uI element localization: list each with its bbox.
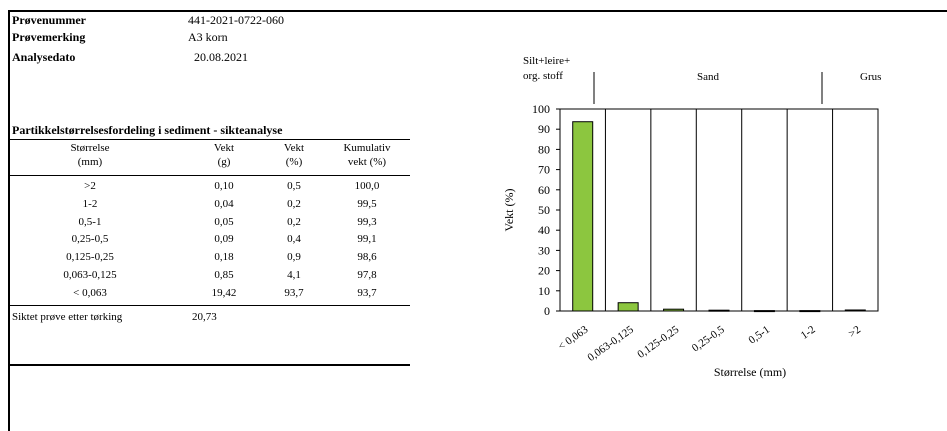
region-label-sand: Sand — [697, 71, 720, 83]
bar — [617, 302, 639, 312]
sample-marking-label: Prøvemerking — [12, 30, 86, 44]
header-weight-pct: Vekt (%) — [283, 142, 305, 168]
summary-label: Siktet prøve etter tørking — [12, 311, 123, 323]
header-weight-g: Vekt (g) — [213, 142, 235, 168]
bar — [708, 309, 730, 312]
table-cell: 0,04 — [214, 197, 234, 210]
table-bottom-rule — [10, 305, 410, 306]
table-cell: 0,063-0,125 — [63, 269, 117, 281]
table-cell: 0,125-0,25 — [66, 251, 114, 264]
table-title: Partikkelstørrelsesfordeling i sediment … — [12, 123, 283, 137]
x-tick-label: 0,125-0,25 — [635, 323, 681, 360]
y-tick-label: 0 — [544, 304, 550, 318]
bar — [844, 309, 866, 312]
table-cell: 0,2 — [287, 197, 301, 210]
table-cell: 1-2 — [82, 197, 98, 210]
table-cell: 93,7 — [357, 286, 377, 299]
table-cell: 4,1 — [287, 269, 301, 281]
plot-area — [559, 108, 879, 312]
y-tick-label: 20 — [538, 264, 550, 278]
y-tick-label: 50 — [538, 203, 550, 217]
table-cell: 0,25-0,5 — [71, 233, 109, 246]
table-cell: < 0,063 — [73, 286, 107, 299]
y-tick-label: 90 — [538, 122, 550, 136]
header-size: Størrelse (mm) — [70, 142, 110, 168]
y-axis-title: Vekt (%) — [502, 189, 516, 232]
y-tick-label: 30 — [538, 243, 550, 257]
table-cell: 0,85 — [214, 269, 234, 281]
table-cell: 93,7 — [284, 286, 304, 299]
table-cell: 0,09 — [214, 233, 234, 246]
table-cell: 0,10 — [214, 180, 234, 192]
table-top-rule — [10, 139, 410, 140]
table-cell: 100,0 — [354, 180, 380, 192]
table-cell: 0,9 — [287, 251, 301, 264]
x-tick-label: 1-2 — [799, 324, 818, 342]
table-cell: 99,1 — [357, 233, 377, 246]
table-cell: 99,3 — [357, 215, 377, 228]
bar — [799, 310, 821, 313]
bar — [753, 310, 775, 313]
bar — [572, 121, 594, 312]
x-tick-label: 0,063-0,125 — [585, 323, 636, 364]
analysis-date-value: 20.08.2021 — [194, 50, 248, 64]
header-cumulative: Kumulativ vekt (%) — [343, 142, 391, 168]
table-header-rule — [10, 175, 410, 176]
page-frame — [8, 10, 947, 431]
bar — [663, 308, 685, 312]
sample-number-value: 441-2021-0722-060 — [188, 13, 284, 27]
table-cell: 0,2 — [287, 215, 301, 228]
table-cell: 0,5 — [287, 180, 301, 192]
x-tick-label: < 0,063 — [556, 323, 591, 352]
y-tick-label: 80 — [538, 142, 550, 156]
region-label-gravel: Grus — [860, 71, 881, 83]
region-label-silt-2: org. stoff — [523, 70, 563, 82]
y-tick-label: 70 — [538, 163, 550, 177]
table-cell: 0,4 — [287, 233, 301, 246]
table-cell: 97,8 — [357, 269, 377, 281]
y-tick-label: 40 — [538, 223, 550, 237]
table-cell: 98,6 — [357, 251, 377, 264]
x-axis-title: Størrelse (mm) — [714, 365, 786, 379]
analysis-date-label: Analysedato — [12, 50, 76, 64]
table-cell: 0,5-1 — [78, 215, 102, 228]
y-tick-label: 100 — [532, 102, 550, 116]
table-cell: 0,05 — [214, 215, 234, 228]
x-tick-label: 0,5-1 — [746, 324, 772, 347]
table-cell: 99,5 — [357, 197, 377, 210]
sample-number-label: Prøvenummer — [12, 13, 86, 27]
summary-value: 20,73 — [192, 311, 217, 323]
x-tick-label: 0,25-0,5 — [690, 323, 727, 354]
table-cell: 19,42 — [211, 286, 237, 299]
y-tick-label: 10 — [538, 284, 550, 298]
section-divider — [10, 364, 410, 366]
sample-marking-value: A3 korn — [188, 30, 228, 44]
region-label-silt: Silt+leire+ — [523, 55, 570, 67]
y-tick-label: 60 — [538, 183, 550, 197]
x-tick-label: >2 — [847, 324, 863, 341]
table-cell: >2 — [84, 180, 96, 192]
table-cell: 0,18 — [214, 251, 234, 264]
